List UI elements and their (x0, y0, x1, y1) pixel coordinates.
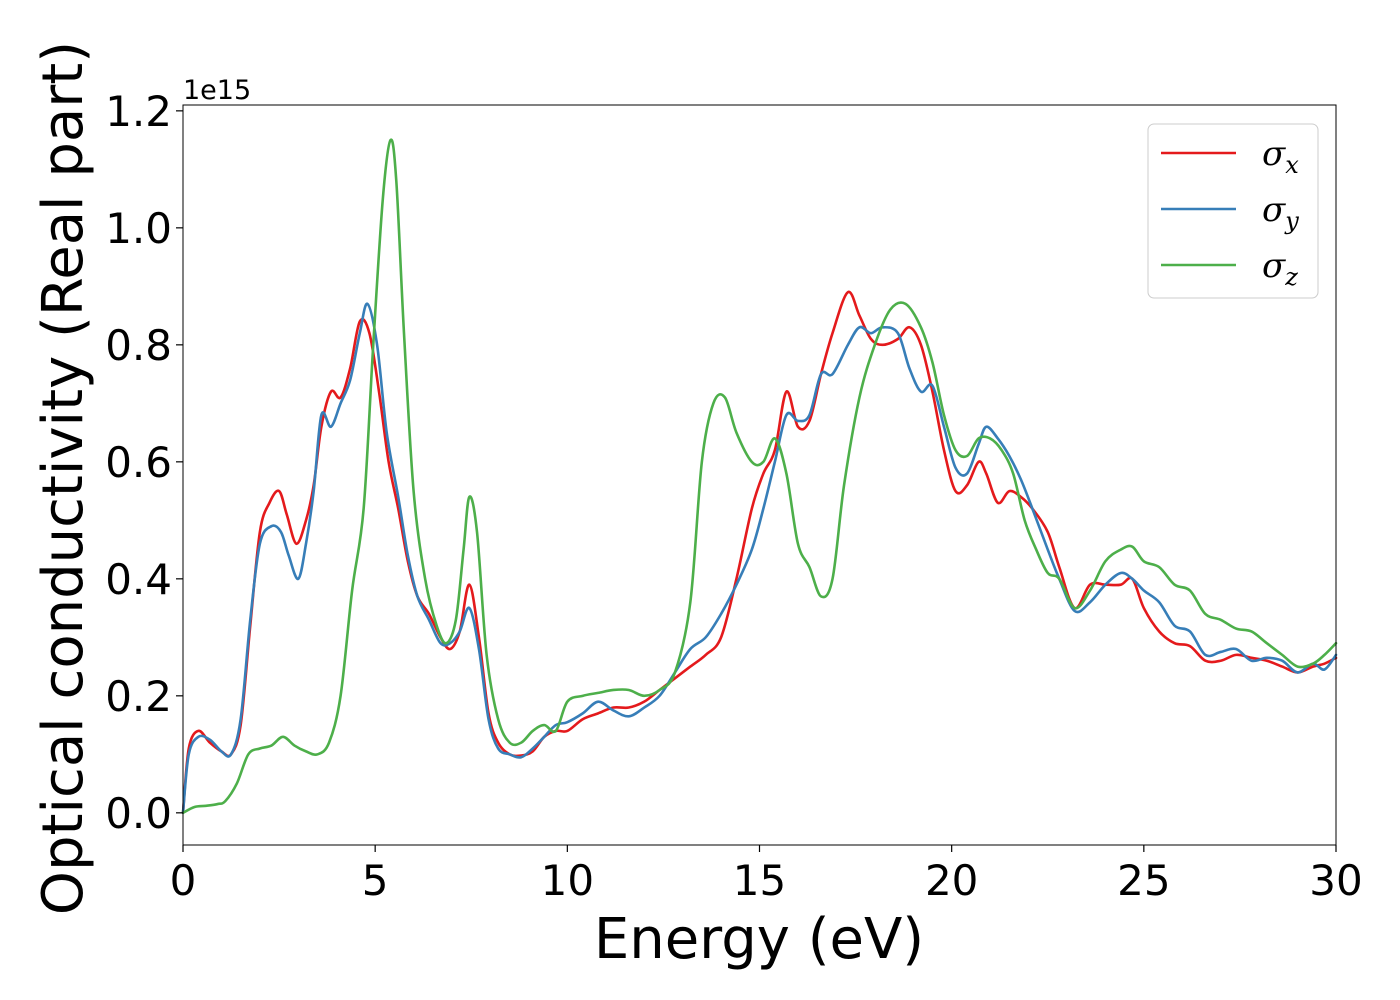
x-tick-label: 10 (541, 856, 594, 905)
x-tick-label: 25 (1117, 856, 1170, 905)
legend-label-y: σy (1262, 190, 1299, 235)
y-tick-label: 0.8 (105, 321, 172, 370)
series-line-z (181, 138, 1338, 815)
y-tick-label: 0.2 (105, 672, 172, 721)
x-tick-label: 5 (362, 856, 389, 905)
x-tick-label: 0 (170, 856, 197, 905)
x-tick-label: 20 (925, 856, 978, 905)
y-offset-label: 1e15 (183, 75, 251, 106)
legend-entries: σx σy σz (1161, 134, 1299, 291)
y-tick-label: 0.0 (105, 789, 172, 838)
legend-label-x: σx (1262, 134, 1299, 179)
y-tick-label: 1.2 (105, 87, 172, 136)
ticks-layer: 0 5 10 15 20 25 30 0.0 0.2 0.4 0.6 0.8 1.0 1.2 (105, 87, 1363, 905)
legend: σx σy σz (1147, 123, 1319, 299)
y-tick-label: 1.0 (105, 204, 172, 253)
legend-label-z: σz (1262, 246, 1298, 291)
x-axis-title: Energy (eV) (594, 907, 924, 972)
series-line-y (181, 302, 1338, 815)
legend-box (1147, 123, 1319, 299)
x-tick-label: 30 (1309, 856, 1362, 905)
x-tick-label: 15 (733, 856, 786, 905)
y-tick-label: 0.4 (105, 555, 172, 604)
y-tick-label: 0.6 (105, 438, 172, 487)
series-layer (181, 138, 1338, 815)
y-axis-title: Optical conductivity (Real part) (31, 41, 96, 915)
